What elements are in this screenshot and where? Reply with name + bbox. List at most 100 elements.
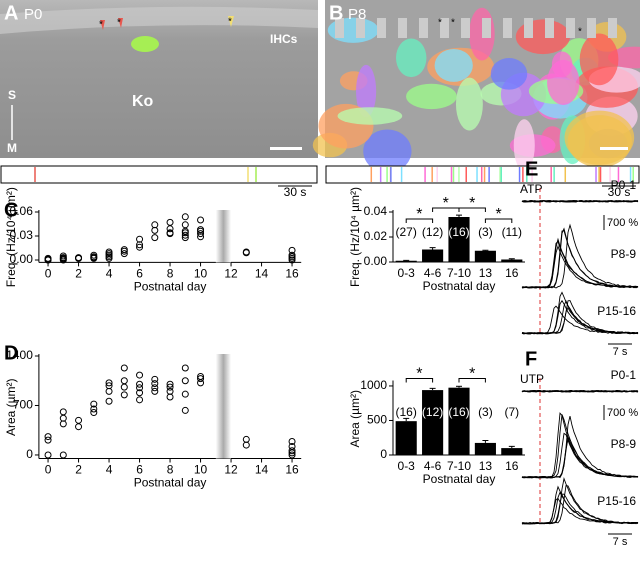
point — [75, 254, 83, 262]
calcium-trace — [521, 491, 639, 525]
significance-star: * — [469, 195, 475, 212]
y-tick-label: 0.00 — [10, 252, 34, 266]
y-tick-label: 700 — [13, 398, 33, 412]
stage-label: P0 — [24, 6, 42, 23]
raster-events — [34, 167, 634, 182]
x-tick-label: 7-10 — [447, 459, 471, 473]
y-axis-label: Area (µm²) — [348, 390, 362, 448]
star: * — [578, 27, 582, 38]
x-tick-label: 0 — [45, 267, 52, 281]
gap-shade — [215, 354, 232, 459]
calcium-trace — [521, 240, 639, 289]
point — [105, 382, 113, 390]
x-tick-label: 16 — [285, 267, 299, 281]
point — [59, 451, 67, 459]
cell-overlay — [363, 129, 412, 173]
point — [181, 231, 189, 239]
bar — [501, 448, 523, 455]
x-tick-label: 0-3 — [398, 459, 416, 473]
y-tick-label: 0.03 — [10, 228, 34, 242]
star: * — [228, 17, 232, 28]
cell-overlay — [547, 59, 580, 106]
time-label: 7 s — [613, 536, 628, 548]
significance-bracket — [484, 218, 513, 223]
cell-marker — [118, 18, 123, 28]
point — [120, 364, 128, 372]
x-axis-label: Postnatal day — [134, 476, 207, 490]
hair-cell-row — [0, 6, 318, 35]
point — [288, 447, 296, 455]
point — [197, 226, 205, 234]
point — [75, 423, 83, 431]
point — [136, 396, 144, 404]
amp-label: 700 % — [607, 217, 638, 229]
x-tick-label: 8 — [167, 267, 174, 281]
hair-cell — [356, 18, 365, 38]
cell-overlay — [406, 83, 457, 110]
x-tick-label: 4-6 — [424, 459, 442, 473]
direction-label: M — [7, 141, 17, 155]
cell-overlays — [312, 7, 640, 173]
x-axis-label: Postnatal day — [423, 279, 496, 293]
significance-bracket — [458, 378, 486, 383]
traces: E ATP P0-1 P8-9 P15-16 700 % 7 s F UTP P0-1 P8-9 P1… — [520, 158, 638, 548]
point — [166, 393, 174, 401]
significance-bracket — [405, 218, 434, 223]
point — [197, 373, 205, 380]
x-tick-label: 4-6 — [424, 266, 442, 280]
point — [166, 380, 174, 388]
hair-cell — [377, 18, 386, 38]
point — [59, 420, 67, 428]
x-tick-label: 10 — [194, 463, 208, 477]
hair-cell — [503, 18, 512, 38]
point — [181, 221, 189, 229]
point — [242, 248, 250, 256]
calcium-trace — [521, 306, 639, 335]
x-tick-label: 0-3 — [398, 266, 416, 280]
point — [90, 405, 98, 413]
group-label: P8-9 — [611, 437, 637, 451]
panel-b-image: B P8 * * * — [312, 0, 640, 173]
raster-b — [325, 165, 640, 184]
point — [181, 377, 189, 385]
point — [181, 406, 189, 414]
point — [197, 375, 205, 383]
cell-overlay — [395, 38, 427, 78]
point — [59, 252, 67, 260]
x-tick-label: 16 — [285, 463, 299, 477]
hair-cell — [482, 18, 491, 38]
point — [288, 251, 296, 259]
hair-cell — [524, 18, 533, 38]
n-label: (16) — [396, 405, 417, 419]
n-label: (12) — [422, 405, 443, 419]
calcium-trace — [521, 305, 639, 335]
point — [181, 390, 189, 398]
y-tick-label: 0 — [380, 447, 387, 461]
scale-bar — [600, 147, 628, 150]
x-tick-label: 16 — [505, 266, 519, 280]
bar — [395, 260, 417, 262]
calcium-trace — [521, 199, 638, 203]
point — [44, 436, 52, 444]
bar — [448, 387, 470, 455]
cell-overlay — [513, 119, 535, 172]
stage-label: P8 — [348, 6, 366, 23]
bar — [474, 442, 496, 455]
point — [242, 435, 250, 443]
x-tick-label: 10 — [194, 267, 208, 281]
time-scale-label: 30 s — [284, 185, 307, 199]
x-tick-label: 8 — [167, 463, 174, 477]
group-label: P15-16 — [597, 494, 636, 508]
ihc-label: IHCs — [270, 32, 298, 46]
n-label: (11) — [502, 225, 522, 239]
point — [151, 234, 159, 242]
cell-overlay — [337, 107, 403, 125]
x-tick-label: 2 — [75, 463, 82, 477]
point — [75, 416, 83, 424]
x-tick-label: 6 — [136, 463, 143, 477]
amp-label: 700 % — [607, 407, 638, 419]
point — [120, 383, 128, 391]
point — [136, 243, 144, 251]
panel-label: F — [525, 348, 537, 370]
